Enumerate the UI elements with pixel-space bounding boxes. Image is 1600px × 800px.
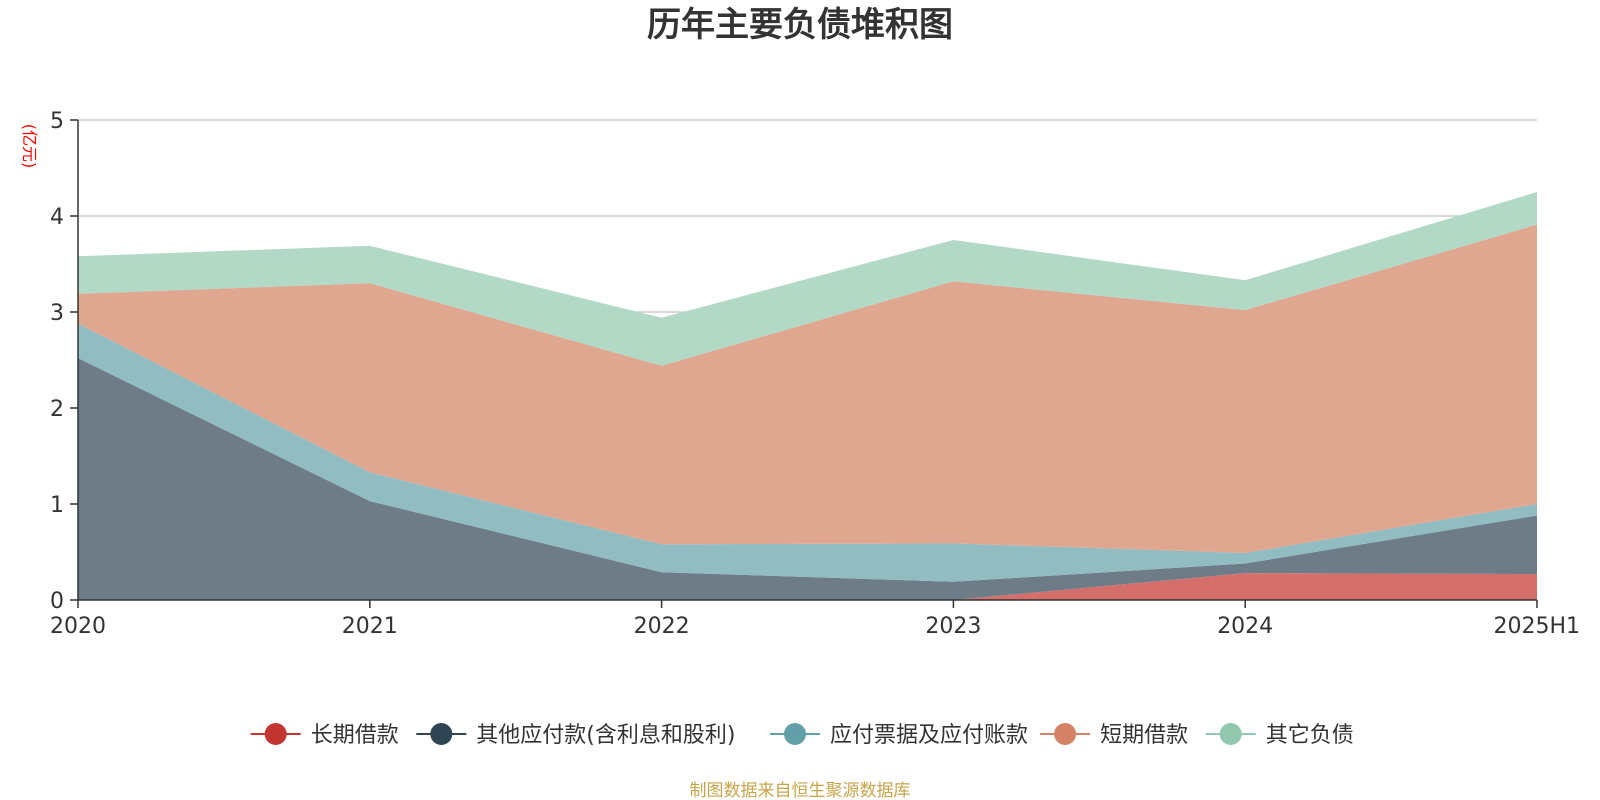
y-tick-label: 3 bbox=[50, 301, 64, 326]
x-tick-label: 2020 bbox=[50, 614, 106, 639]
x-tick-label: 2022 bbox=[634, 614, 690, 639]
legend-label: 应付票据及应付账款 bbox=[830, 723, 1028, 748]
y-tick-label: 5 bbox=[50, 109, 64, 134]
y-axis-unit: (亿元) bbox=[20, 124, 39, 169]
legend-marker bbox=[264, 723, 287, 745]
legend-label: 长期借款 bbox=[311, 723, 399, 748]
x-tick-label: 2024 bbox=[1217, 614, 1273, 639]
legend-item-2[interactable]: 应付票据及应付账款 bbox=[770, 723, 1028, 748]
y-tick-label: 0 bbox=[50, 589, 64, 614]
stacked-areas bbox=[78, 192, 1537, 600]
axes: 0 1 2 3 4 5 2020 2021 2022 2023 2024 2025H1 bbox=[50, 109, 1580, 639]
legend-item-1[interactable]: 其他应付款(含利息和股利) bbox=[416, 723, 735, 748]
x-tick-label: 2021 bbox=[342, 614, 398, 639]
area-series-2 bbox=[78, 323, 1537, 582]
y-tick-label: 4 bbox=[50, 205, 64, 230]
legend[interactable]: 长期借款 其他应付款(含利息和股利) 应付票据及应付账款 短期借款 其它负债 bbox=[250, 723, 1354, 748]
legend-marker bbox=[1219, 723, 1242, 745]
legend-label: 其它负债 bbox=[1266, 723, 1354, 748]
legend-item-3[interactable]: 短期借款 bbox=[1040, 723, 1188, 748]
legend-label: 短期借款 bbox=[1100, 723, 1188, 748]
legend-marker bbox=[784, 723, 806, 745]
legend-label: 其他应付款(含利息和股利) bbox=[476, 723, 735, 748]
area-series-4 bbox=[78, 192, 1537, 366]
x-tick-label: 2023 bbox=[925, 614, 981, 639]
area-series-3 bbox=[78, 224, 1537, 553]
area-series-0 bbox=[78, 573, 1537, 600]
legend-item-0[interactable]: 长期借款 bbox=[250, 723, 399, 748]
legend-marker bbox=[430, 723, 453, 745]
x-tick-label: 2025H1 bbox=[1493, 614, 1580, 639]
source-note: 制图数据来自恒生聚源数据库 bbox=[690, 781, 911, 800]
legend-marker bbox=[1054, 723, 1077, 745]
legend-item-4[interactable]: 其它负债 bbox=[1205, 723, 1354, 748]
y-tick-label: 2 bbox=[50, 397, 64, 422]
chart-title: 历年主要负债堆积图 bbox=[647, 5, 953, 45]
y-tick-label: 1 bbox=[50, 493, 64, 518]
area-series-1 bbox=[78, 358, 1537, 600]
